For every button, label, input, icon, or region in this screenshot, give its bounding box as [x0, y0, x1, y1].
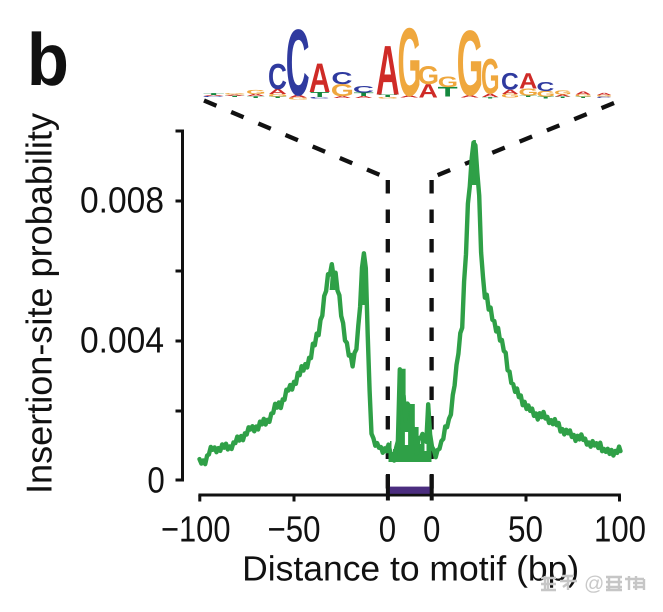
- svg-text:0: 0: [423, 508, 440, 549]
- svg-text:100: 100: [594, 508, 646, 549]
- svg-text:T: T: [225, 96, 245, 98]
- svg-text:G: G: [288, 97, 309, 100]
- svg-text:−100: −100: [161, 508, 231, 549]
- svg-text:G: G: [224, 93, 246, 95]
- svg-text:G: G: [457, 12, 484, 116]
- svg-text:G: G: [575, 94, 592, 97]
- svg-text:T: T: [354, 91, 374, 97]
- svg-text:−50: −50: [268, 508, 321, 549]
- svg-text:T: T: [438, 84, 458, 100]
- svg-text:0: 0: [147, 459, 164, 500]
- svg-text:G: G: [246, 88, 266, 95]
- svg-text:G: G: [331, 81, 354, 100]
- svg-text:T: T: [519, 95, 537, 97]
- svg-text:A: A: [354, 95, 372, 98]
- svg-text:T: T: [482, 97, 499, 99]
- svg-text:Distance to motif (bp): Distance to motif (bp): [242, 550, 579, 589]
- svg-text:C: C: [202, 96, 224, 98]
- svg-text:A: A: [418, 80, 437, 102]
- svg-text:G: G: [481, 49, 500, 105]
- svg-text:T: T: [247, 95, 265, 98]
- svg-text:A: A: [246, 93, 264, 97]
- svg-text:G: G: [418, 61, 439, 90]
- svg-text:C: C: [501, 68, 519, 95]
- svg-text:G: G: [438, 74, 458, 91]
- svg-text:T: T: [203, 92, 224, 95]
- svg-text:0.008: 0.008: [80, 179, 164, 220]
- svg-text:C: C: [353, 84, 374, 94]
- svg-text:A: A: [268, 87, 286, 95]
- svg-text:50: 50: [508, 508, 543, 549]
- svg-text:G: G: [596, 95, 612, 98]
- svg-text:A: A: [399, 95, 418, 99]
- svg-text:A: A: [519, 69, 537, 94]
- svg-text:A: A: [502, 88, 519, 95]
- svg-text:C: C: [309, 96, 329, 99]
- svg-text:C: C: [537, 79, 555, 93]
- svg-text:G: G: [501, 93, 520, 99]
- svg-text:T: T: [575, 96, 591, 98]
- svg-text:Insertion-site probability: Insertion-site probability: [19, 113, 60, 494]
- svg-text:T: T: [537, 96, 554, 99]
- svg-text:A: A: [333, 95, 351, 98]
- svg-text:G: G: [554, 89, 571, 96]
- svg-text:A: A: [575, 91, 591, 96]
- svg-text:0.004: 0.004: [80, 319, 164, 360]
- svg-text:A: A: [597, 92, 612, 96]
- svg-text:T: T: [310, 90, 329, 98]
- svg-text:G: G: [268, 93, 288, 97]
- svg-text:A: A: [203, 94, 225, 96]
- svg-text:G: G: [537, 89, 556, 98]
- svg-text:A: A: [224, 94, 244, 96]
- svg-text:A: A: [288, 94, 307, 98]
- svg-text:A: A: [460, 94, 479, 98]
- svg-text:b: b: [27, 18, 69, 101]
- svg-text:T: T: [555, 96, 571, 98]
- svg-text:A: A: [376, 31, 400, 110]
- svg-text:A: A: [482, 93, 499, 98]
- svg-text:T: T: [378, 94, 397, 98]
- svg-text:C: C: [596, 96, 612, 98]
- svg-text:G: G: [518, 87, 538, 98]
- svg-text:T: T: [269, 96, 287, 98]
- svg-text:C: C: [286, 10, 310, 116]
- svg-text:C: C: [331, 69, 352, 88]
- svg-text:A: A: [555, 94, 571, 97]
- svg-text:A: A: [309, 55, 331, 101]
- svg-text:G: G: [398, 8, 422, 117]
- svg-text:@: @: [584, 573, 604, 595]
- svg-text:C: C: [268, 56, 287, 97]
- svg-text:G: G: [377, 96, 398, 99]
- svg-text:0: 0: [379, 508, 396, 549]
